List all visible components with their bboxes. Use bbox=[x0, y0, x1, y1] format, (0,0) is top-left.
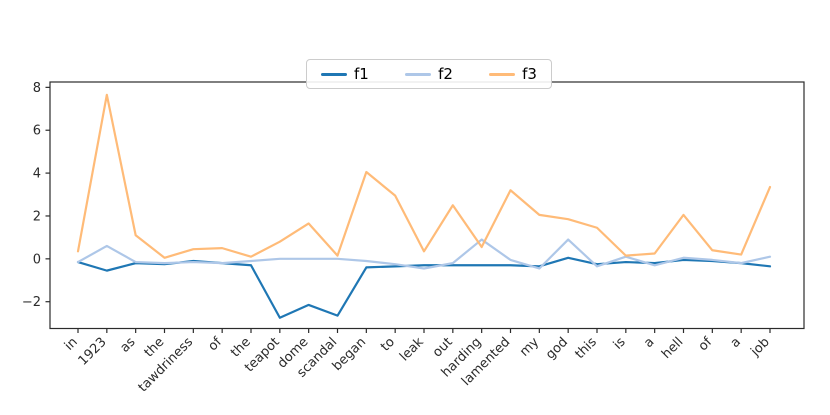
x-tick-label: leak bbox=[397, 334, 427, 364]
legend-entry-f1: f1 bbox=[321, 64, 369, 83]
legend-label-f1: f1 bbox=[354, 64, 369, 83]
x-tick-label: of bbox=[206, 334, 226, 354]
x-tick-label: as bbox=[117, 335, 138, 356]
series-line-f3 bbox=[76, 93, 772, 259]
series-line-f1 bbox=[76, 256, 772, 319]
x-tick-label: tawdriness bbox=[136, 335, 197, 396]
legend-label-f2: f2 bbox=[438, 64, 453, 83]
x-tick-label: this bbox=[572, 335, 600, 363]
x-tick-label: a bbox=[728, 335, 744, 351]
x-tick-label: 1923 bbox=[76, 335, 110, 369]
x-tick-label: began bbox=[330, 335, 369, 374]
x-tick-label: god bbox=[543, 335, 571, 363]
axes-frame bbox=[49, 81, 805, 330]
x-tick-label: of bbox=[696, 334, 716, 354]
series-line-f2 bbox=[76, 238, 772, 270]
y-tick-label: −2 bbox=[22, 295, 41, 310]
x-tick-label: job bbox=[747, 335, 772, 360]
legend-entry-f2: f2 bbox=[405, 64, 453, 83]
legend: f1 f2 f3 bbox=[306, 59, 552, 89]
x-tick-label: to bbox=[378, 335, 398, 355]
f3-line-swatch bbox=[489, 72, 516, 76]
y-tick-label: 8 bbox=[33, 81, 41, 96]
x-tick-label: hell bbox=[659, 335, 686, 362]
y-tick-label: 6 bbox=[33, 124, 41, 139]
f2-line-swatch bbox=[405, 72, 432, 76]
legend-entry-f3: f3 bbox=[489, 64, 537, 83]
f1-line-swatch bbox=[321, 72, 347, 76]
x-tick-label: a bbox=[641, 335, 657, 351]
x-tick-label: my bbox=[517, 335, 542, 360]
legend-label-f3: f3 bbox=[522, 64, 537, 83]
x-tick-label: is bbox=[611, 335, 629, 353]
x-tick-label: in bbox=[62, 335, 81, 354]
y-tick-label: 2 bbox=[33, 209, 41, 224]
y-tick-label: 4 bbox=[33, 167, 41, 182]
y-tick-label: 0 bbox=[33, 252, 41, 267]
